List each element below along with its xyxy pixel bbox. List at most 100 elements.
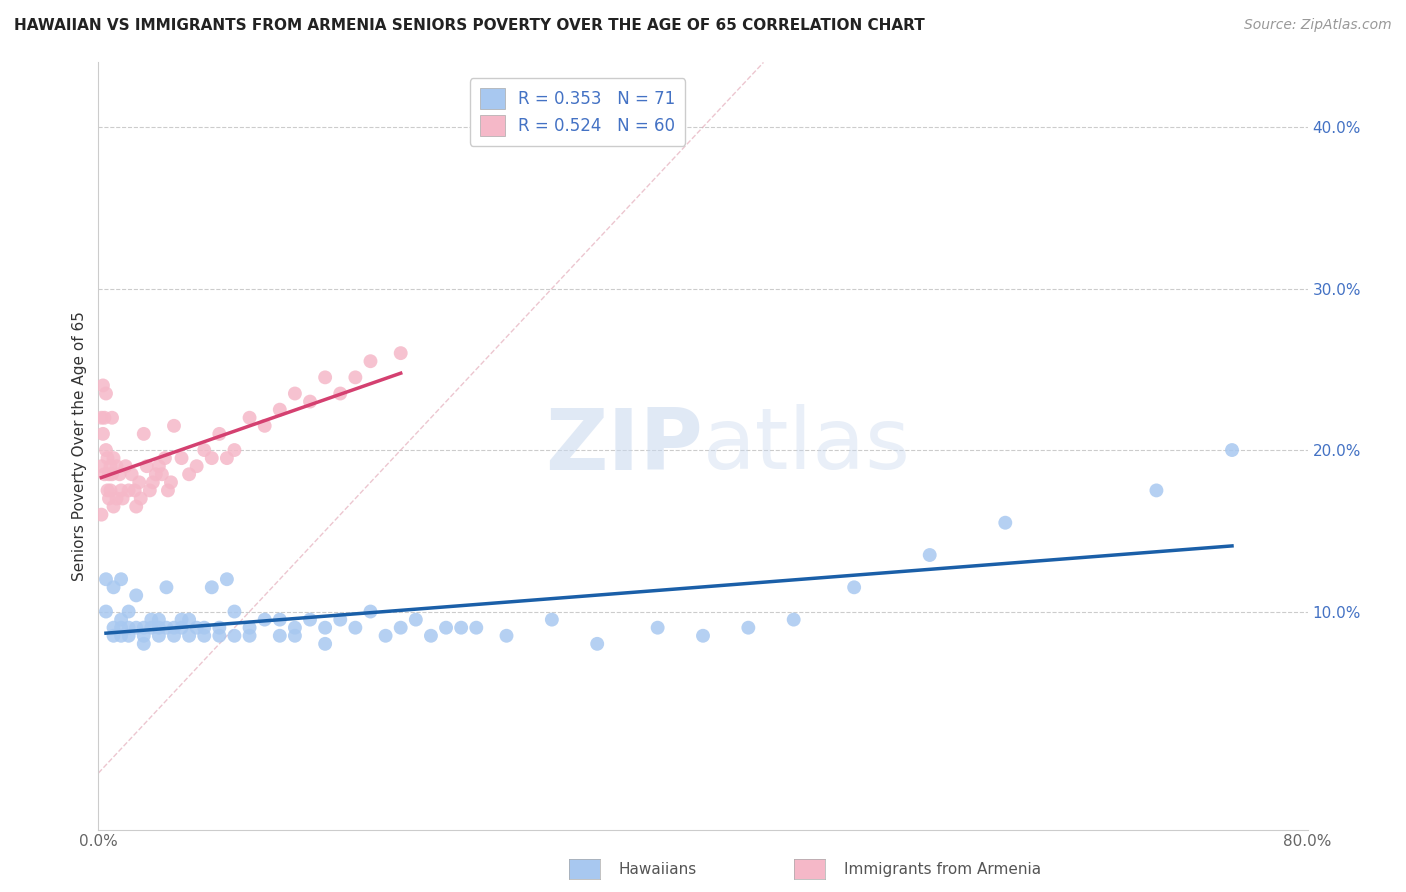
Point — [90, 410, 112, 425]
Text: atlas: atlas — [703, 404, 911, 488]
Point — [465, 621, 488, 635]
Point — [121, 467, 143, 482]
Point — [135, 459, 157, 474]
Point — [139, 483, 162, 498]
Point — [269, 613, 291, 627]
Point — [101, 410, 124, 425]
Point — [142, 475, 165, 490]
Point — [110, 613, 132, 627]
Point — [94, 443, 117, 458]
Point — [94, 572, 117, 586]
Point — [105, 459, 128, 474]
Point — [110, 572, 132, 586]
Point — [114, 459, 136, 474]
Point — [101, 467, 124, 482]
Point — [389, 621, 412, 635]
Point — [186, 621, 208, 635]
Point — [148, 459, 170, 474]
Point — [215, 451, 238, 466]
Point — [1144, 483, 1167, 498]
Point — [186, 459, 208, 474]
Point — [253, 613, 276, 627]
Point — [128, 475, 150, 490]
Point — [329, 613, 352, 627]
Point — [344, 621, 367, 635]
Point — [96, 451, 118, 466]
Point — [329, 386, 352, 401]
Point — [124, 483, 146, 498]
Point — [91, 378, 114, 392]
Point — [132, 637, 155, 651]
Point — [94, 386, 117, 401]
Point — [118, 629, 141, 643]
Point — [692, 629, 714, 643]
Point — [193, 629, 215, 643]
Point — [269, 402, 291, 417]
Text: HAWAIIAN VS IMMIGRANTS FROM ARMENIA SENIORS POVERTY OVER THE AGE OF 65 CORRELATI: HAWAIIAN VS IMMIGRANTS FROM ARMENIA SENI… — [14, 18, 925, 33]
Point — [118, 621, 141, 635]
Point — [118, 605, 141, 619]
Point — [314, 370, 336, 384]
Point — [141, 613, 163, 627]
Text: ZIP: ZIP — [546, 404, 703, 488]
Point — [360, 354, 382, 368]
Point — [299, 394, 322, 409]
Point — [179, 467, 201, 482]
Point — [253, 418, 276, 433]
Point — [170, 613, 193, 627]
Point — [193, 621, 215, 635]
Point — [163, 629, 186, 643]
Point — [103, 580, 125, 594]
Point — [156, 483, 179, 498]
Point — [201, 451, 224, 466]
Point — [201, 580, 224, 594]
Text: Immigrants from Armenia: Immigrants from Armenia — [844, 863, 1040, 877]
Legend: R = 0.353   N = 71, R = 0.524   N = 60: R = 0.353 N = 71, R = 0.524 N = 60 — [470, 78, 685, 145]
Point — [103, 451, 125, 466]
Text: Source: ZipAtlas.com: Source: ZipAtlas.com — [1244, 18, 1392, 32]
Point — [148, 621, 170, 635]
Point — [405, 613, 427, 627]
Point — [132, 621, 155, 635]
Point — [239, 410, 262, 425]
Point — [540, 613, 562, 627]
Point — [163, 621, 186, 635]
Point — [284, 629, 307, 643]
Point — [299, 613, 322, 627]
Point — [163, 418, 186, 433]
Point — [129, 491, 152, 506]
Point — [239, 621, 262, 635]
Point — [179, 629, 201, 643]
Point — [434, 621, 457, 635]
Point — [495, 629, 517, 643]
Point — [118, 483, 141, 498]
Point — [994, 516, 1017, 530]
Point — [389, 346, 412, 360]
Point — [1220, 443, 1243, 458]
Point — [208, 629, 231, 643]
Point — [94, 605, 117, 619]
Point — [170, 451, 193, 466]
Point — [110, 621, 132, 635]
Point — [105, 491, 128, 506]
Point — [141, 621, 163, 635]
Text: Hawaiians: Hawaiians — [619, 863, 697, 877]
Point — [125, 621, 148, 635]
Point — [100, 483, 122, 498]
Point — [108, 467, 131, 482]
Point — [215, 572, 238, 586]
Point — [110, 483, 132, 498]
Point — [160, 475, 183, 490]
Point — [360, 605, 382, 619]
Point — [450, 621, 472, 635]
Point — [90, 508, 112, 522]
Point — [586, 637, 609, 651]
Point — [208, 426, 231, 441]
Point — [132, 629, 155, 643]
Point — [90, 459, 112, 474]
Point — [344, 370, 367, 384]
Point — [93, 467, 115, 482]
Point — [647, 621, 669, 635]
Point — [98, 491, 121, 506]
Point — [155, 580, 177, 594]
